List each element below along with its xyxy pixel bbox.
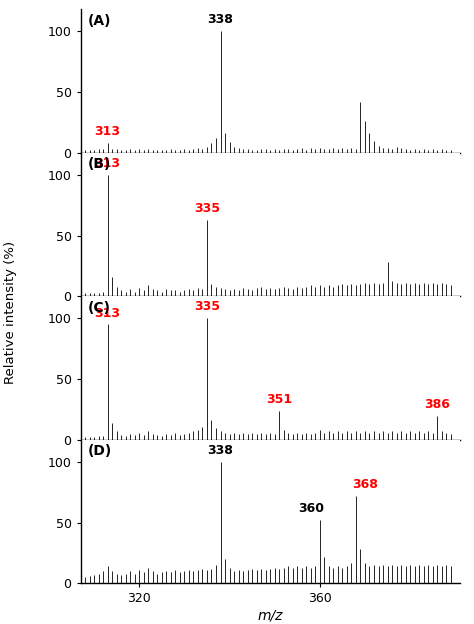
Text: 335: 335 [194,300,220,313]
Text: 351: 351 [266,393,292,406]
Text: 335: 335 [194,202,220,215]
Text: (A): (A) [88,14,112,27]
Text: 338: 338 [208,13,234,26]
X-axis label: m/z: m/z [257,608,283,622]
Text: (C): (C) [88,301,111,314]
Text: 313: 313 [95,125,121,139]
Text: 386: 386 [424,397,450,411]
Text: (B): (B) [88,157,111,171]
Text: 368: 368 [352,478,378,491]
Text: Relative intensity (%): Relative intensity (%) [4,240,17,384]
Text: 360: 360 [298,502,324,515]
Text: (D): (D) [88,444,112,458]
Text: 338: 338 [208,444,234,457]
Text: 313: 313 [95,157,121,170]
Text: 313: 313 [95,306,121,319]
